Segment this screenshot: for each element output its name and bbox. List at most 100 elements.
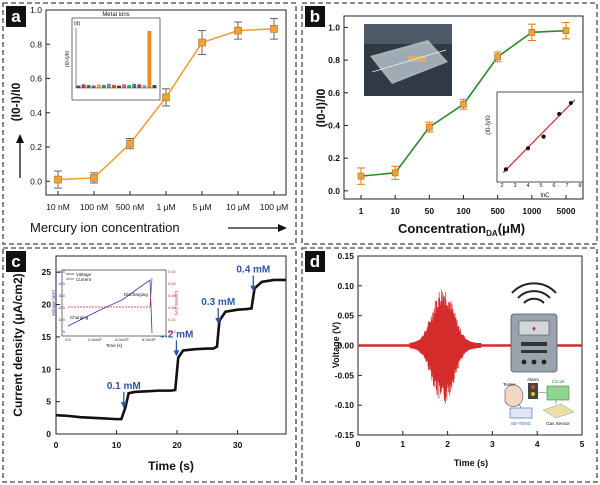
panel-c-badge: c — [6, 251, 26, 272]
chart-b-inset-point — [557, 111, 562, 117]
chart-a-point — [198, 38, 206, 47]
svg-text:♦: ♦ — [532, 324, 536, 333]
chart-a-ylabel: (I0-I)/I0 — [9, 82, 23, 121]
chart-b-xtick-label: 100 — [456, 206, 470, 216]
tester-label: Tester — [503, 382, 516, 387]
chart-b-xtick-label: 1 — [359, 206, 364, 216]
chart-d: -0.15 -0.10 -0.05 0.00 0.05 0.10 0.15 0 1 2 3 4 5 V… — [331, 251, 585, 468]
chart-c-inset-ytick-right: 0.04 — [168, 281, 177, 286]
chart-b-point — [460, 100, 467, 108]
chart-c-inset-legend-current: Current — [76, 277, 92, 282]
panel-b-frame — [301, 2, 598, 245]
chart-b-xtick-label: 50 — [425, 206, 435, 216]
chart-b-inset-point — [525, 146, 531, 151]
chart-b-ytick-label: 0.6 — [328, 88, 340, 98]
chart-c-inset-ylabel-right: Current (nA) — [174, 291, 179, 316]
chart-c-inset-charging-label: Charging — [70, 315, 89, 320]
chart-b-inset-xtick-label: 5 — [539, 183, 542, 189]
chart-a-inset: (d) Metal ions (I0-I)/I0 — [65, 12, 161, 101]
panel-a-letter: a — [11, 7, 21, 26]
chart-b-inset-ylabel: (I0-I)/I0 — [486, 115, 492, 135]
chart-d-xtick-label: 2 — [445, 439, 450, 449]
chart-c-inset-voltage-curve — [67, 279, 153, 334]
gas-sensor-label: Gas Sensor — [546, 421, 570, 426]
chart-b-point — [391, 169, 399, 177]
chart-a-ytick-label: 0.6 — [30, 74, 42, 84]
chart-b-xlabel-unit: (μM) — [498, 221, 525, 236]
chart-a-xtick-label: 100 μM — [260, 202, 289, 212]
chart-c-ylabel: Current density (μA/cm2) — [11, 273, 25, 416]
chart-b-xtick-label: 1000 — [522, 206, 541, 216]
panel-a-frame — [2, 2, 297, 245]
chart-c-annotation-label: 0.2 mM — [159, 329, 193, 340]
chart-b-ytick-label: 0.0 — [328, 186, 340, 196]
chart-b-xtick-label: 5000 — [557, 206, 576, 216]
chart-c-ytick-label: 5 — [46, 397, 51, 407]
chart-a-inset-bar — [127, 85, 132, 88]
chart-a-ytick-label: 0.0 — [30, 176, 42, 186]
chart-a-inset-ylabel: (I0-I)/I0 — [65, 51, 71, 67]
chart-b: 0.0 0.2 0.4 0.6 0.8 1.0 1 10 50 100 500 1000 5000 (… — [314, 15, 584, 238]
chart-c-plot-frame — [55, 255, 287, 435]
chart-c-inset-xtick-label: 2.0x10⁵ — [88, 337, 102, 342]
chart-d-ytick-label: 0.05 — [337, 311, 354, 321]
chart-a-point — [270, 25, 278, 33]
chart-d-ytick-label: 0.00 — [337, 341, 354, 351]
chart-b-inset-xtick-label: 8 — [578, 183, 581, 189]
chart-b-ytick-label: 0.4 — [328, 120, 340, 130]
circuit-board-icon — [546, 385, 570, 401]
chart-c-ytick-label: 10 — [42, 364, 52, 374]
chart-c-inset-ytick-right: 0.06 — [168, 293, 177, 298]
panel-c-letter: c — [11, 252, 20, 271]
chart-b-xtick-label: 10 — [390, 206, 400, 216]
chart-d-ytick-label: -0.10 — [335, 400, 355, 410]
chart-a-ytick-label: 0.4 — [30, 108, 42, 118]
chart-a-point — [54, 175, 62, 184]
panel-b-badge: b — [305, 6, 325, 27]
chart-a-inset-bar — [96, 84, 101, 88]
panel-d-badge: d — [305, 251, 325, 272]
wifi-signal-icon — [511, 282, 557, 304]
chart-a-point — [126, 139, 134, 148]
chart-b-inset-xlabel: lnC — [540, 193, 550, 199]
chart-a-ytick-label: 0.2 — [30, 142, 42, 152]
chart-c-xtick-label: 0 — [54, 440, 59, 450]
chart-c-inset-ytick-left: 0 — [63, 329, 66, 334]
chart-c-inset-ytick-right: 0.12 — [168, 329, 177, 334]
chart-b-ytick-label: 1.0 — [328, 22, 340, 32]
chart-a-ytick-label: 1.0 — [30, 5, 42, 15]
chart-c-inset-ytick-left: 400 — [58, 281, 65, 286]
chart-a-inset-bar — [132, 83, 137, 88]
chart-c-inset-ytick-left: 500 — [58, 269, 65, 274]
chart-a-inset-bar — [101, 85, 106, 88]
chart-a-xtick-label: 10 μM — [226, 202, 250, 212]
chart-a-xtick-label: 100 nM — [80, 202, 108, 212]
chart-b-ytick-label: 0.8 — [328, 55, 340, 65]
chart-d-ytick-label: -0.15 — [335, 430, 355, 440]
chart-a-inset-bar — [106, 83, 111, 88]
device-photo — [364, 24, 452, 96]
panel-c-frame — [2, 247, 297, 483]
chart-b-point — [562, 27, 570, 35]
chart-d-xtick-label: 1 — [400, 439, 405, 449]
chart-c-inset-ytick-left: 100 — [58, 317, 65, 322]
chart-a-xtick-label: 10 nM — [46, 202, 70, 212]
chart-c-annotation-arrowhead — [120, 402, 127, 409]
chart-d-ytick-label: -0.05 — [335, 370, 355, 380]
chart-a-xtick-label: 1 μM — [156, 202, 175, 212]
seteng-icon — [509, 407, 533, 419]
chart-d-xtick-label: 0 — [356, 439, 361, 449]
chart-c-ytick-label: 20 — [42, 300, 52, 310]
panel-a-badge: a — [6, 6, 26, 27]
chart-c-inset-ytick-right: 0.08 — [168, 305, 177, 310]
chart-b-inset-point — [568, 100, 574, 106]
chart-c-inset-ylabel-left: Voltage (mV) — [51, 289, 56, 316]
chart-b-inset-xtick-label: 4 — [526, 183, 529, 189]
chart-d-xtick-label: 5 — [580, 439, 585, 449]
tester-head-icon — [504, 384, 524, 407]
chart-a-inset-bar — [76, 85, 81, 88]
chart-c-inset-curves — [67, 277, 153, 334]
chart-c-inset-xtick-label: 6.0x10⁵ — [142, 337, 156, 342]
chart-b-inset-fit-line — [502, 99, 576, 173]
